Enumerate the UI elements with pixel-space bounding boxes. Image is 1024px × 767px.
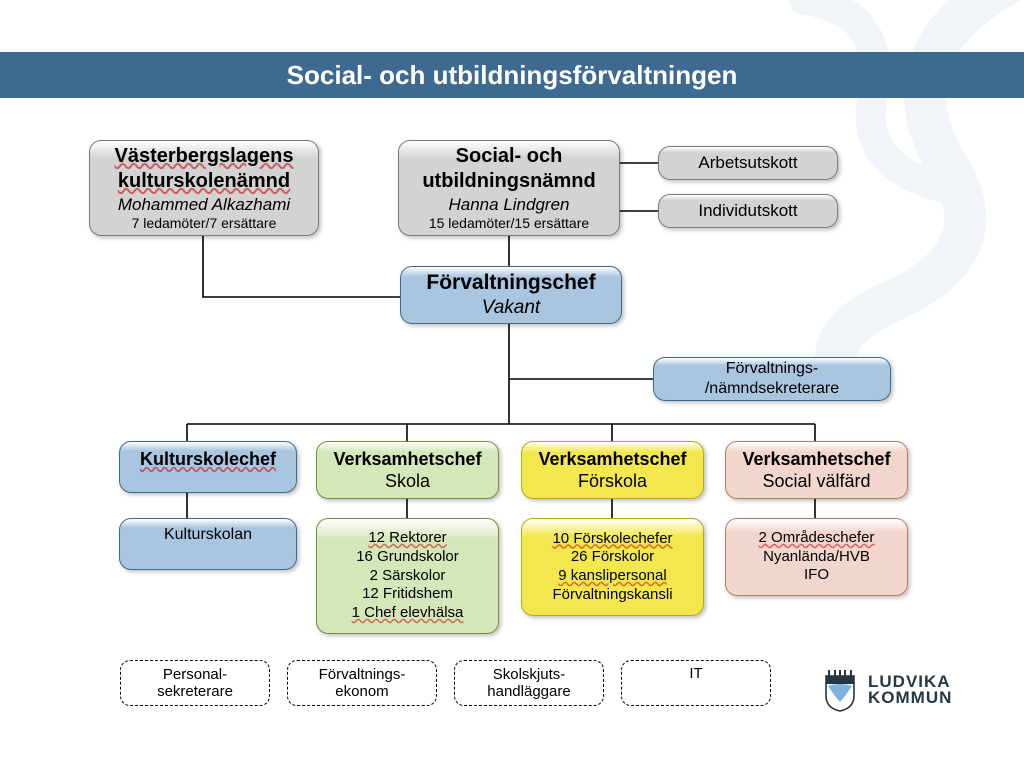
logo-text: LUDVIKA KOMMUN [868, 674, 952, 706]
dashed-it: IT [621, 660, 771, 706]
node-kulturskolan: Kulturskolan [119, 518, 297, 570]
node-vasterberg: VästerbergslagenskulturskolenämndMohamme… [89, 140, 319, 236]
node-verksamhet_skola: VerksamhetschefSkola [316, 441, 499, 499]
node-skola_detail: 12 Rektorer16 Grundskolor2 Särskolor12 F… [316, 518, 499, 634]
node-forskola_detail: 10 Förskolechefer26 Förskolor9 kansliper… [521, 518, 704, 616]
node-social_detail: 2 OmrådescheferNyanlända/HVBIFO [725, 518, 908, 596]
title-bar: Social- och utbildningsförvaltningen [0, 52, 1024, 98]
node-kulturskolechef: Kulturskolechef [119, 441, 297, 493]
node-social_namnd: Social- ochutbildningsnämndHanna Lindgre… [398, 140, 620, 236]
title-text: Social- och utbildningsförvaltningen [287, 60, 738, 91]
node-individutskott: Individutskott [658, 194, 838, 228]
node-arbetsutskott: Arbetsutskott [658, 146, 838, 180]
node-forvaltningschef: FörvaltningschefVakant [400, 266, 622, 324]
logo-shield-icon [820, 668, 860, 712]
node-verksamhet_social: VerksamhetschefSocial välfärd [725, 441, 908, 499]
logo: LUDVIKA KOMMUN [820, 668, 952, 712]
dashed-ekonom: Förvaltnings-ekonom [287, 660, 437, 706]
dashed-personal: Personal-sekreterare [120, 660, 270, 706]
dashed-skolskjuts: Skolskjuts-handläggare [454, 660, 604, 706]
node-sekreterare: Förvaltnings-/nämndsekreterare [653, 357, 891, 401]
node-verksamhet_forskola: VerksamhetschefFörskola [521, 441, 704, 499]
